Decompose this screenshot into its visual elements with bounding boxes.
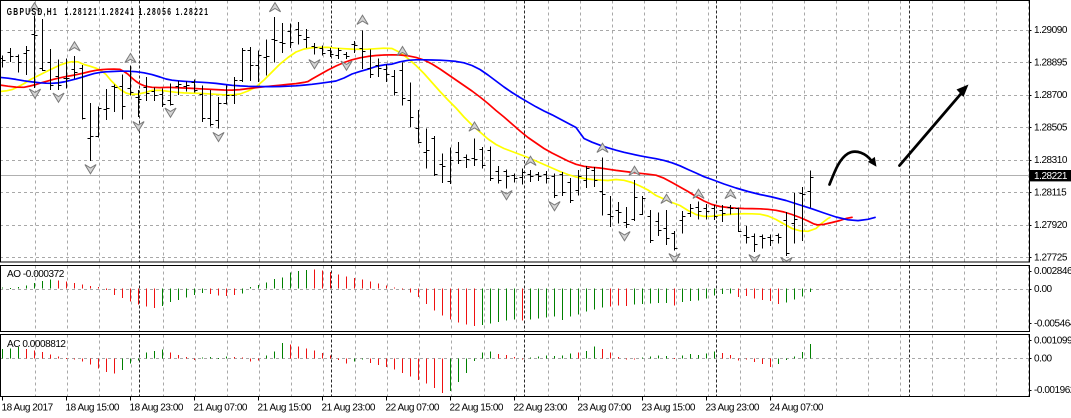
svg-text:21 Aug 15:00: 21 Aug 15:00 <box>258 403 312 414</box>
svg-text:0.00: 0.00 <box>1034 354 1053 365</box>
svg-text:23 Aug 15:00: 23 Aug 15:00 <box>642 403 696 414</box>
svg-text:23 Aug 07:00: 23 Aug 07:00 <box>578 403 632 414</box>
svg-text:18 Aug 15:00: 18 Aug 15:00 <box>66 403 120 414</box>
svg-text:0.0010994: 0.0010994 <box>1034 336 1071 347</box>
svg-text:-0.005464: -0.005464 <box>1034 318 1071 329</box>
svg-text:22 Aug 23:00: 22 Aug 23:00 <box>514 403 568 414</box>
svg-text:23 Aug 23:00: 23 Aug 23:00 <box>706 403 760 414</box>
svg-text:18 Aug 2017: 18 Aug 2017 <box>2 403 54 414</box>
svg-text:AO -0.000372: AO -0.000372 <box>7 269 65 280</box>
svg-text:1.29090: 1.29090 <box>1034 25 1068 36</box>
svg-text:1.28700: 1.28700 <box>1034 90 1068 101</box>
svg-text:1.28310: 1.28310 <box>1034 155 1068 166</box>
svg-text:1.27725: 1.27725 <box>1034 252 1068 263</box>
svg-text:1.28895: 1.28895 <box>1034 57 1068 68</box>
svg-text:22 Aug 07:00: 22 Aug 07:00 <box>386 403 440 414</box>
svg-text:AC 0.0008812: AC 0.0008812 <box>7 339 66 350</box>
svg-text:-0.0019628: -0.0019628 <box>1034 385 1071 396</box>
svg-text:22 Aug 15:00: 22 Aug 15:00 <box>450 403 504 414</box>
svg-text:1.28505: 1.28505 <box>1034 122 1068 133</box>
svg-text:24 Aug 07:00: 24 Aug 07:00 <box>770 403 824 414</box>
svg-text:0.002846: 0.002846 <box>1034 266 1071 277</box>
svg-text:1.28221: 1.28221 <box>1034 171 1068 182</box>
svg-text:18 Aug 23:00: 18 Aug 23:00 <box>130 403 184 414</box>
svg-text:21 Aug 23:00: 21 Aug 23:00 <box>322 403 376 414</box>
svg-text:1.28115: 1.28115 <box>1034 187 1067 198</box>
svg-text:0.00: 0.00 <box>1034 284 1053 295</box>
svg-text:1.27920: 1.27920 <box>1034 220 1068 231</box>
svg-text:GBPUSD,H1 1.28121 1.28241 1.2: GBPUSD,H1 1.28121 1.28241 1.28056 1.2822… <box>7 6 209 18</box>
svg-text:21 Aug 07:00: 21 Aug 07:00 <box>194 403 248 414</box>
